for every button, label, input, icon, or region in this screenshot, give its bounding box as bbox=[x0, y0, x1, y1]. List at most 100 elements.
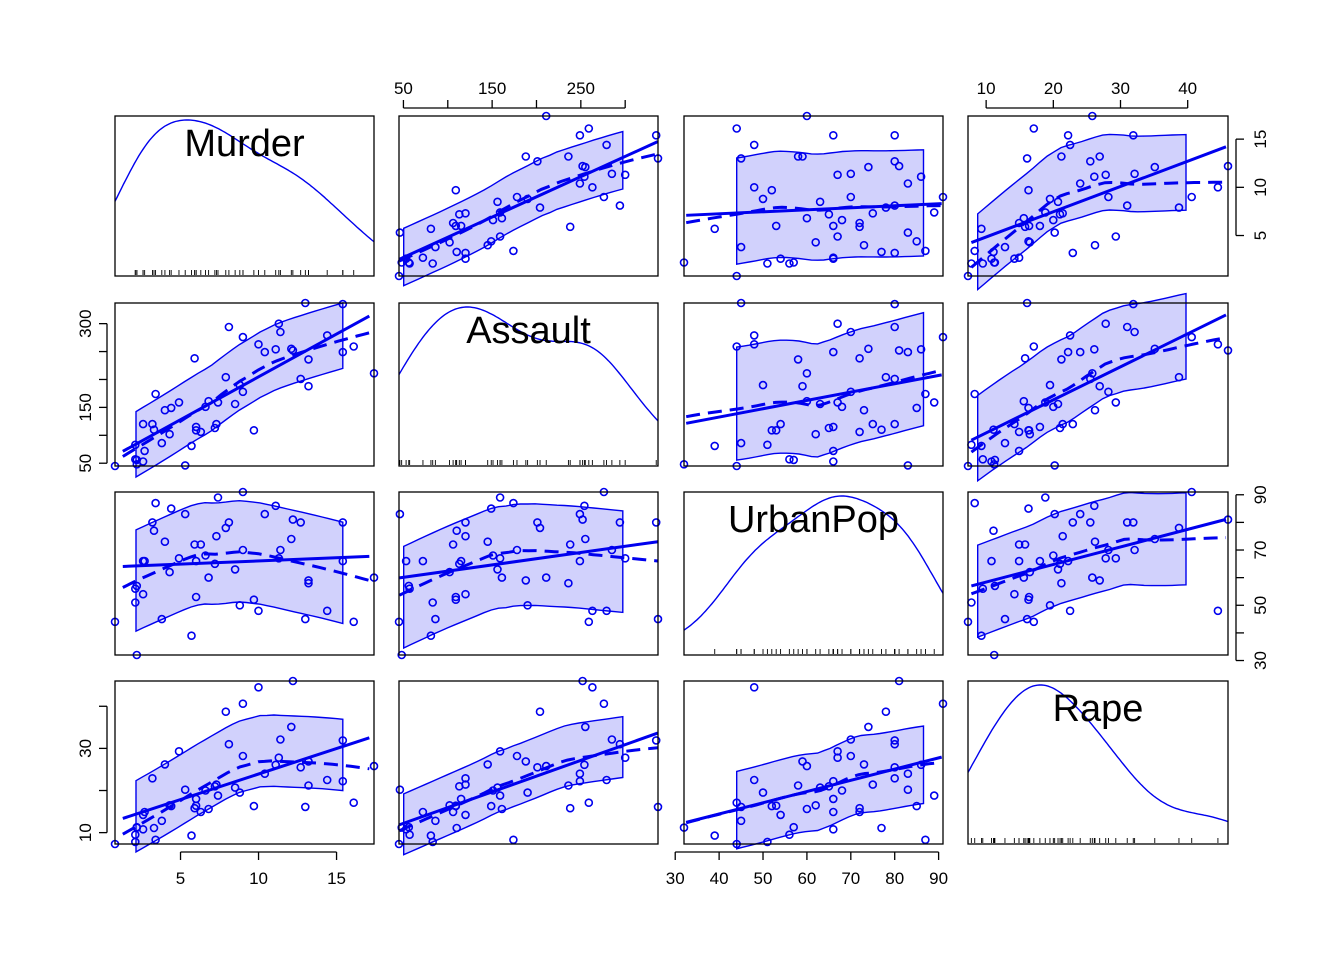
data-point bbox=[190, 353, 199, 363]
data-point bbox=[224, 739, 234, 749]
y-tick-label-assault: 50 bbox=[76, 454, 95, 473]
data-point bbox=[1049, 215, 1058, 225]
data-point bbox=[493, 197, 502, 207]
data-point bbox=[987, 254, 996, 264]
data-point bbox=[1025, 238, 1035, 247]
data-point bbox=[890, 248, 900, 258]
data-point bbox=[929, 208, 939, 217]
data-point bbox=[912, 801, 922, 811]
data-point bbox=[789, 455, 799, 465]
linear-fit-line bbox=[398, 731, 659, 827]
data-point bbox=[1029, 342, 1039, 351]
data-point bbox=[1010, 589, 1019, 599]
linear-fit-line bbox=[686, 202, 942, 217]
data-point bbox=[1213, 183, 1223, 192]
data-point bbox=[401, 556, 411, 566]
data-point bbox=[1050, 509, 1059, 519]
data-point bbox=[322, 775, 332, 785]
data-point bbox=[431, 614, 440, 624]
data-point bbox=[486, 504, 496, 513]
data-point bbox=[732, 342, 742, 351]
data-point bbox=[651, 736, 661, 745]
data-point bbox=[620, 170, 630, 180]
data-point bbox=[1129, 131, 1138, 140]
data-point bbox=[599, 192, 609, 202]
data-point bbox=[1101, 319, 1110, 329]
data-point bbox=[451, 595, 461, 605]
x-tick-label-murder: 15 bbox=[327, 869, 346, 888]
linear-fit-line bbox=[970, 313, 1227, 442]
data-point bbox=[191, 592, 201, 602]
data-point bbox=[461, 209, 470, 218]
data-point bbox=[970, 498, 980, 508]
data-point bbox=[213, 791, 223, 800]
data-point bbox=[1213, 606, 1223, 616]
data-point bbox=[1086, 518, 1095, 527]
linear-fit-line bbox=[399, 540, 658, 580]
data-point bbox=[448, 807, 458, 817]
data-point bbox=[1187, 192, 1196, 202]
data-point bbox=[274, 753, 284, 763]
variable-label-assault: Assault bbox=[466, 310, 591, 352]
smooth-line bbox=[398, 746, 658, 833]
data-point bbox=[271, 344, 281, 354]
x-tick-label-rape: 10 bbox=[977, 79, 996, 98]
data-point bbox=[1057, 355, 1066, 364]
data-point bbox=[238, 332, 248, 342]
data-point bbox=[749, 183, 759, 192]
data-point bbox=[1130, 327, 1139, 337]
data-point bbox=[483, 240, 493, 250]
data-point bbox=[580, 501, 589, 511]
y-tick-label-urbanpop: 30 bbox=[1251, 651, 1270, 670]
data-point bbox=[802, 804, 812, 814]
data-point bbox=[191, 422, 201, 432]
data-point bbox=[497, 573, 507, 582]
x-tick-label-assault: 250 bbox=[567, 79, 595, 98]
y-tick-label-murder: 10 bbox=[1251, 178, 1270, 197]
data-point bbox=[286, 722, 296, 732]
data-point bbox=[811, 429, 821, 439]
x-tick-label-urbanpop: 30 bbox=[666, 869, 685, 888]
panel-murder-vs-murder bbox=[114, 115, 375, 277]
data-point bbox=[238, 545, 248, 555]
data-point bbox=[565, 540, 575, 549]
data-point bbox=[174, 398, 184, 407]
data-point bbox=[833, 232, 842, 241]
variable-label-urbanpop: UrbanPop bbox=[728, 499, 899, 541]
data-point bbox=[509, 835, 518, 845]
variable-label-murder: Murder bbox=[184, 123, 305, 165]
data-point bbox=[451, 185, 461, 195]
data-point bbox=[602, 775, 611, 785]
data-point bbox=[1075, 179, 1085, 188]
data-point bbox=[802, 761, 812, 771]
linear-fit-line bbox=[122, 554, 370, 568]
data-point bbox=[495, 553, 505, 563]
data-point bbox=[890, 736, 900, 745]
data-point bbox=[1029, 124, 1039, 133]
data-point bbox=[789, 822, 799, 832]
data-point bbox=[710, 441, 720, 451]
data-point bbox=[230, 565, 240, 574]
data-point bbox=[276, 735, 285, 744]
data-point bbox=[221, 372, 231, 382]
data-point bbox=[793, 781, 803, 790]
data-point bbox=[395, 228, 405, 237]
smooth-line bbox=[122, 759, 370, 836]
data-point bbox=[837, 786, 847, 795]
data-point bbox=[160, 537, 170, 547]
data-point bbox=[846, 735, 856, 744]
data-point bbox=[1049, 551, 1058, 560]
data-point bbox=[1130, 169, 1139, 179]
data-point bbox=[833, 170, 842, 180]
data-point bbox=[877, 823, 886, 833]
data-point bbox=[1122, 322, 1132, 332]
data-point bbox=[196, 540, 206, 549]
data-point bbox=[890, 739, 900, 749]
data-point bbox=[607, 735, 617, 744]
density-curve-rape bbox=[967, 684, 1229, 823]
data-point bbox=[1063, 131, 1073, 140]
data-point bbox=[785, 259, 794, 268]
data-point bbox=[771, 425, 781, 435]
data-point bbox=[395, 785, 405, 795]
data-point bbox=[620, 753, 630, 763]
